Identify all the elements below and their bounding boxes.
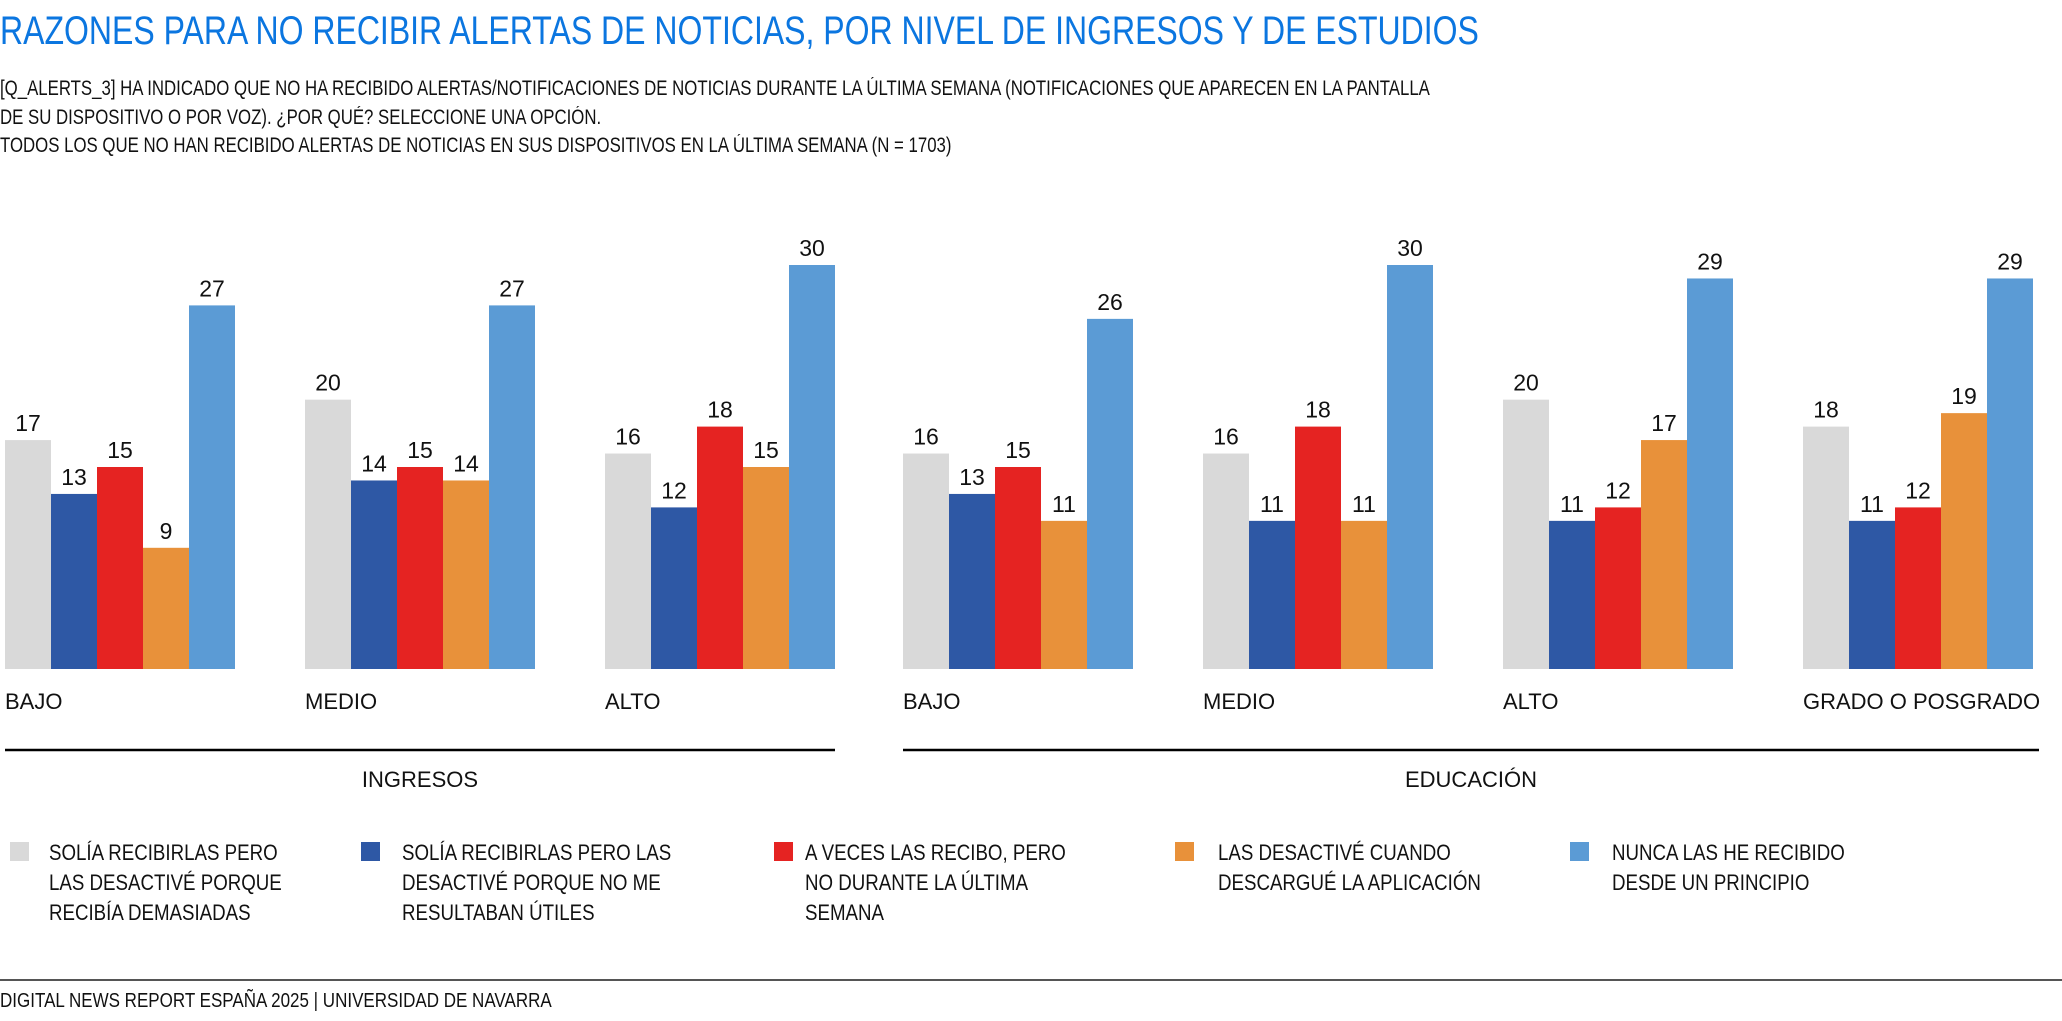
footer-credit: DIGITAL NEWS REPORT ESPAÑA 2025 | UNIVER… <box>0 990 552 1012</box>
bar <box>443 480 489 669</box>
bar <box>1387 265 1433 669</box>
data-label: 12 <box>1905 477 1931 503</box>
data-label: 27 <box>499 275 525 301</box>
legend-swatch-icon <box>1570 842 1589 861</box>
data-label: 11 <box>1352 491 1376 517</box>
bar <box>97 467 143 669</box>
legend-label: LAS DESACTIVÉ CUANDO DESCARGUÉ LA APLICA… <box>1218 840 1481 895</box>
data-label: 9 <box>160 518 173 544</box>
data-label: 14 <box>361 450 387 476</box>
data-label: 16 <box>615 424 641 450</box>
bar <box>1987 278 2033 669</box>
bar <box>305 399 351 669</box>
category-label: ALTO <box>1503 689 1558 714</box>
data-label: 18 <box>1813 397 1839 423</box>
bar <box>397 467 443 669</box>
data-label: 27 <box>199 275 225 301</box>
sample-base-text: TODOS LOS QUE NO HAN RECIBIDO ALERTAS DE… <box>0 134 952 157</box>
chart-title: RAZONES PARA NO RECIBIR ALERTAS DE NOTIC… <box>0 9 1479 53</box>
data-label: 12 <box>1605 477 1631 503</box>
bar <box>1295 426 1341 669</box>
bar <box>743 467 789 669</box>
category-label: MEDIO <box>1203 689 1275 714</box>
legend-label: NUNCA LAS HE RECIBIDO DESDE UN PRINCIPIO <box>1612 840 1845 895</box>
bar <box>1849 520 1895 669</box>
data-label: 26 <box>1097 289 1123 315</box>
legend-swatch-icon <box>10 842 29 861</box>
data-label: 15 <box>753 437 779 463</box>
bar <box>1549 520 1595 669</box>
grouped-bar-chart: 17 13 15 9 27 BAJO 20 14 15 14 27 MEDIO 16 12 18 15 30 AL… <box>5 235 2040 792</box>
group-label: EDUCACIÓN <box>1405 767 1537 792</box>
bar <box>1041 520 1087 669</box>
data-label: 17 <box>1651 410 1677 436</box>
bar <box>1941 413 1987 669</box>
legend-swatch-icon <box>361 842 380 861</box>
data-label: 11 <box>1560 491 1584 517</box>
data-label: 15 <box>107 437 133 463</box>
bar <box>1687 278 1733 669</box>
bar <box>605 453 651 669</box>
bar <box>1087 318 1133 669</box>
legend-label: A VECES LAS RECIBO, PERO NO DURANTE LA Ú… <box>805 840 1066 925</box>
data-label: 29 <box>1997 248 2023 274</box>
data-label: 20 <box>1513 370 1539 396</box>
bar <box>1341 520 1387 669</box>
category-label: ALTO <box>605 689 660 714</box>
data-label: 11 <box>1860 491 1884 517</box>
legend-label: SOLÍA RECIBIRLAS PERO LAS DESACTIVÉ PORQ… <box>49 840 282 925</box>
bar <box>995 467 1041 669</box>
bar <box>351 480 397 669</box>
data-label: 30 <box>1397 235 1423 261</box>
bar <box>489 305 535 669</box>
data-label: 29 <box>1697 248 1723 274</box>
legend-swatch-icon <box>1175 842 1194 861</box>
data-label: 13 <box>61 464 87 490</box>
bar <box>1503 399 1549 669</box>
data-label: 16 <box>913 424 939 450</box>
data-label: 13 <box>959 464 985 490</box>
bar <box>1895 507 1941 669</box>
bar <box>189 305 235 669</box>
bar <box>789 265 835 669</box>
category-label: GRADO O POSGRADO <box>1803 689 2040 714</box>
data-label: 18 <box>707 397 733 423</box>
data-label: 17 <box>15 410 41 436</box>
data-label: 14 <box>453 450 479 476</box>
data-label: 16 <box>1213 424 1239 450</box>
bar <box>5 440 51 669</box>
question-text-line-2: DE SU DISPOSITIVO O POR VOZ). ¿POR QUÉ? … <box>0 106 602 129</box>
data-label: 18 <box>1305 397 1331 423</box>
bar <box>1249 520 1295 669</box>
bar <box>949 493 995 669</box>
category-label: BAJO <box>903 689 960 714</box>
data-label: 20 <box>315 370 341 396</box>
bar <box>903 453 949 669</box>
bar <box>1641 440 1687 669</box>
bar <box>51 493 97 669</box>
bar <box>1803 426 1849 669</box>
category-label: BAJO <box>5 689 62 714</box>
footer-divider <box>0 979 2062 981</box>
bar <box>697 426 743 669</box>
group-label: INGRESOS <box>362 767 478 792</box>
data-label: 30 <box>799 235 825 261</box>
bar <box>651 507 697 669</box>
data-label: 11 <box>1052 491 1076 517</box>
data-label: 12 <box>661 477 687 503</box>
question-text-line-1: [Q_ALERTS_3] HA INDICADO QUE NO HA RECIB… <box>0 77 1430 100</box>
bar <box>1595 507 1641 669</box>
data-label: 11 <box>1260 491 1284 517</box>
data-label: 19 <box>1951 383 1977 409</box>
category-label: MEDIO <box>305 689 377 714</box>
data-label: 15 <box>407 437 433 463</box>
legend-label: SOLÍA RECIBIRLAS PERO LAS DESACTIVÉ PORQ… <box>402 840 672 925</box>
data-label: 15 <box>1005 437 1031 463</box>
bar <box>1203 453 1249 669</box>
bar <box>143 547 189 669</box>
legend-swatch-icon <box>774 842 793 861</box>
